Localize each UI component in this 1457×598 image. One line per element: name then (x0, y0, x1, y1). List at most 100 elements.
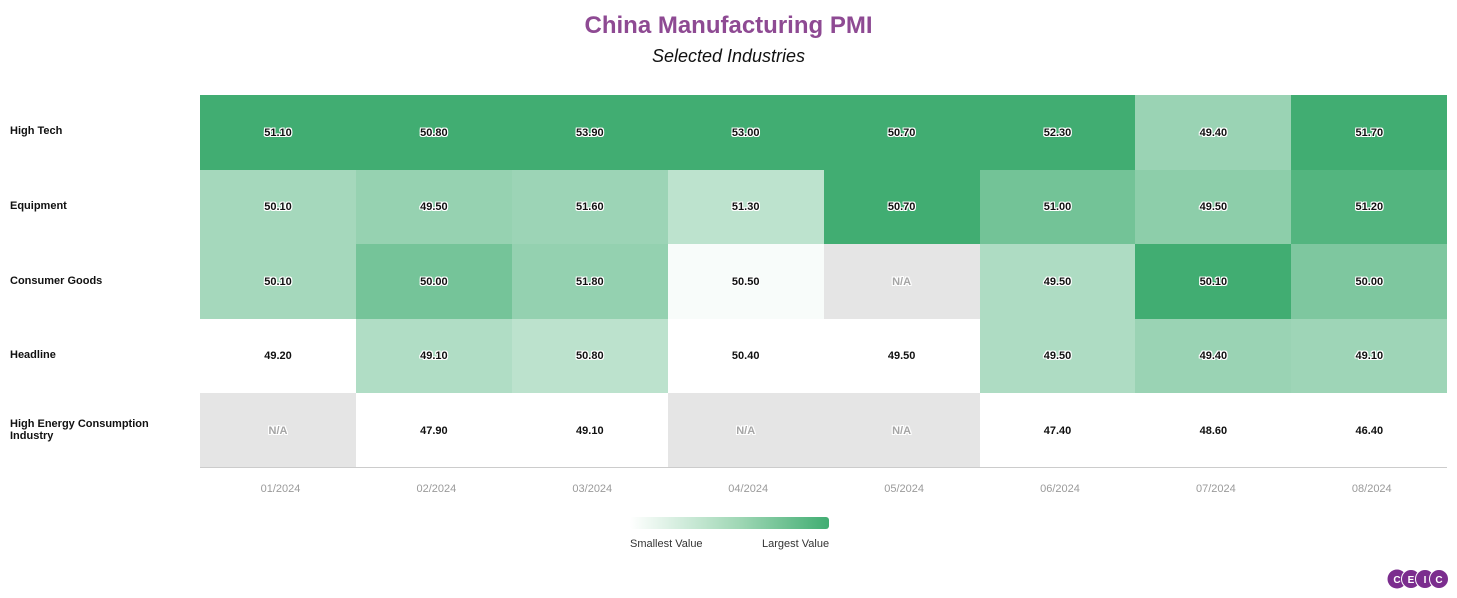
cell-value: 51.30 (731, 201, 760, 214)
cell-value: 50.50 (731, 275, 760, 288)
legend-min-label: Smallest Value (630, 538, 703, 550)
heatmap-cell: 49.20 (200, 318, 356, 394)
heatmap-cell: N/A (667, 393, 824, 469)
heatmap-cell: 50.70 (823, 95, 980, 170)
legend-max-label: Largest Value (762, 538, 830, 550)
cell-value: 53.00 (731, 126, 760, 139)
cell-value: 51.00 (1043, 201, 1072, 214)
x-tick-label: 06/2024 (1040, 483, 1080, 495)
heatmap-cell: 51.70 (1291, 95, 1448, 170)
cell-value: 46.40 (1355, 424, 1384, 437)
heatmap-cell: 50.80 (355, 95, 512, 170)
cell-value: 51.70 (1355, 126, 1384, 139)
cell-value: 50.00 (420, 275, 448, 288)
cell-value: 52.30 (1043, 126, 1072, 139)
heatmap-cell: 49.10 (1291, 318, 1448, 394)
cell-value: 47.90 (420, 424, 448, 437)
heatmap-cell: 52.30 (979, 95, 1136, 170)
heatmap-cell: 48.60 (1135, 393, 1292, 469)
heatmap-cell: 51.20 (1291, 169, 1448, 245)
heatmap-cell: 49.50 (1135, 169, 1292, 245)
cell-value: 50.10 (1199, 275, 1228, 288)
heatmap-cell: 49.50 (979, 318, 1136, 394)
svg-text:E: E (1408, 575, 1415, 586)
cell-value: 49.50 (1043, 275, 1072, 288)
row-label: High Tech (10, 125, 63, 138)
cell-value: 50.40 (731, 350, 760, 363)
ceic-logo-icon: C E I C (1387, 569, 1449, 589)
cell-value: 49.50 (1199, 201, 1228, 214)
cell-value: 50.10 (264, 201, 292, 214)
heatmap-cell: 50.00 (355, 244, 512, 320)
cell-value: 48.60 (1199, 424, 1228, 437)
row-label: High Energy Consumption Industry (10, 417, 149, 442)
heatmap-cell: N/A (823, 393, 980, 469)
svg-text:C: C (1435, 575, 1442, 586)
cell-value: 50.00 (1355, 275, 1384, 288)
heatmap-cell: 50.80 (511, 318, 668, 394)
row-label: Equipment (10, 199, 67, 212)
cell-value: 51.80 (576, 275, 604, 288)
cell-value: 50.80 (576, 350, 604, 363)
cell-value: N/A (736, 424, 756, 437)
cell-value: N/A (892, 424, 912, 437)
cell-value: 49.40 (1199, 126, 1228, 139)
x-tick-label: 01/2024 (260, 483, 301, 495)
cell-value: 50.70 (887, 126, 916, 139)
cell-value: 47.40 (1043, 424, 1072, 437)
cell-value: 51.10 (264, 126, 292, 139)
x-tick-label: 04/2024 (728, 483, 769, 495)
cell-value: 51.60 (576, 201, 604, 214)
heatmap-cell: 51.60 (511, 169, 668, 245)
heatmap-cell: 49.40 (1135, 318, 1292, 394)
x-tick-label: 02/2024 (416, 483, 457, 495)
heatmap-cell: 49.10 (355, 318, 512, 394)
heatmap-cell: 51.30 (667, 169, 824, 245)
heatmap-cell: 49.40 (1135, 95, 1292, 170)
heatmap-cell: 50.10 (200, 169, 356, 245)
heatmap-cell: N/A (200, 393, 356, 469)
chart-title: China Manufacturing PMI (584, 12, 873, 39)
heatmap-cell: 49.50 (823, 318, 980, 394)
heatmap-cell: N/A (823, 244, 980, 320)
heatmap-cell: 50.10 (1135, 244, 1292, 320)
cell-value: 50.70 (887, 201, 916, 214)
heatmap-cell: 51.80 (511, 244, 668, 320)
heatmap-cell: 46.40 (1291, 393, 1448, 469)
heatmap-cell: 50.50 (667, 244, 824, 320)
heatmap-cell: 49.50 (979, 244, 1136, 320)
x-tick-label: 05/2024 (884, 483, 924, 495)
row-label: Consumer Goods (10, 274, 103, 287)
legend-gradient-bar (630, 517, 829, 529)
cell-value: 51.20 (1355, 201, 1384, 214)
heatmap-cell: 50.40 (667, 318, 824, 394)
cell-value: 49.50 (420, 201, 448, 214)
x-tick-label: 08/2024 (1351, 483, 1392, 495)
heatmap-cell: 50.10 (200, 244, 356, 320)
cell-value: 49.50 (1043, 350, 1072, 363)
cell-value: 53.90 (576, 126, 604, 139)
cell-value: 50.10 (264, 275, 292, 288)
cell-value: 49.10 (1355, 350, 1384, 363)
cell-value: 49.40 (1199, 350, 1228, 363)
x-axis-line (200, 467, 1447, 468)
cell-value: 49.50 (887, 350, 916, 363)
cell-value: 49.10 (576, 424, 604, 437)
chart-subtitle: Selected Industries (651, 46, 806, 66)
heatmap-cell: 49.10 (511, 393, 668, 469)
x-tick-label: 03/2024 (572, 483, 613, 495)
svg-text:I: I (1424, 575, 1427, 586)
heatmap-cell: 49.50 (355, 169, 512, 245)
heatmap-cell: 53.90 (511, 95, 668, 170)
cell-value: 50.80 (420, 126, 448, 139)
cell-value: N/A (892, 275, 912, 288)
cell-value: 49.10 (420, 350, 448, 363)
heatmap-cell: 47.40 (979, 393, 1136, 469)
heatmap-cell: 50.70 (823, 169, 980, 245)
row-label: Headline (10, 349, 56, 362)
heatmap-cell: 50.00 (1291, 244, 1448, 320)
cell-value: 49.20 (264, 350, 292, 363)
cell-value: N/A (268, 424, 288, 437)
heatmap-cell: 51.00 (979, 169, 1136, 245)
heatmap-cell: 53.00 (667, 95, 824, 170)
